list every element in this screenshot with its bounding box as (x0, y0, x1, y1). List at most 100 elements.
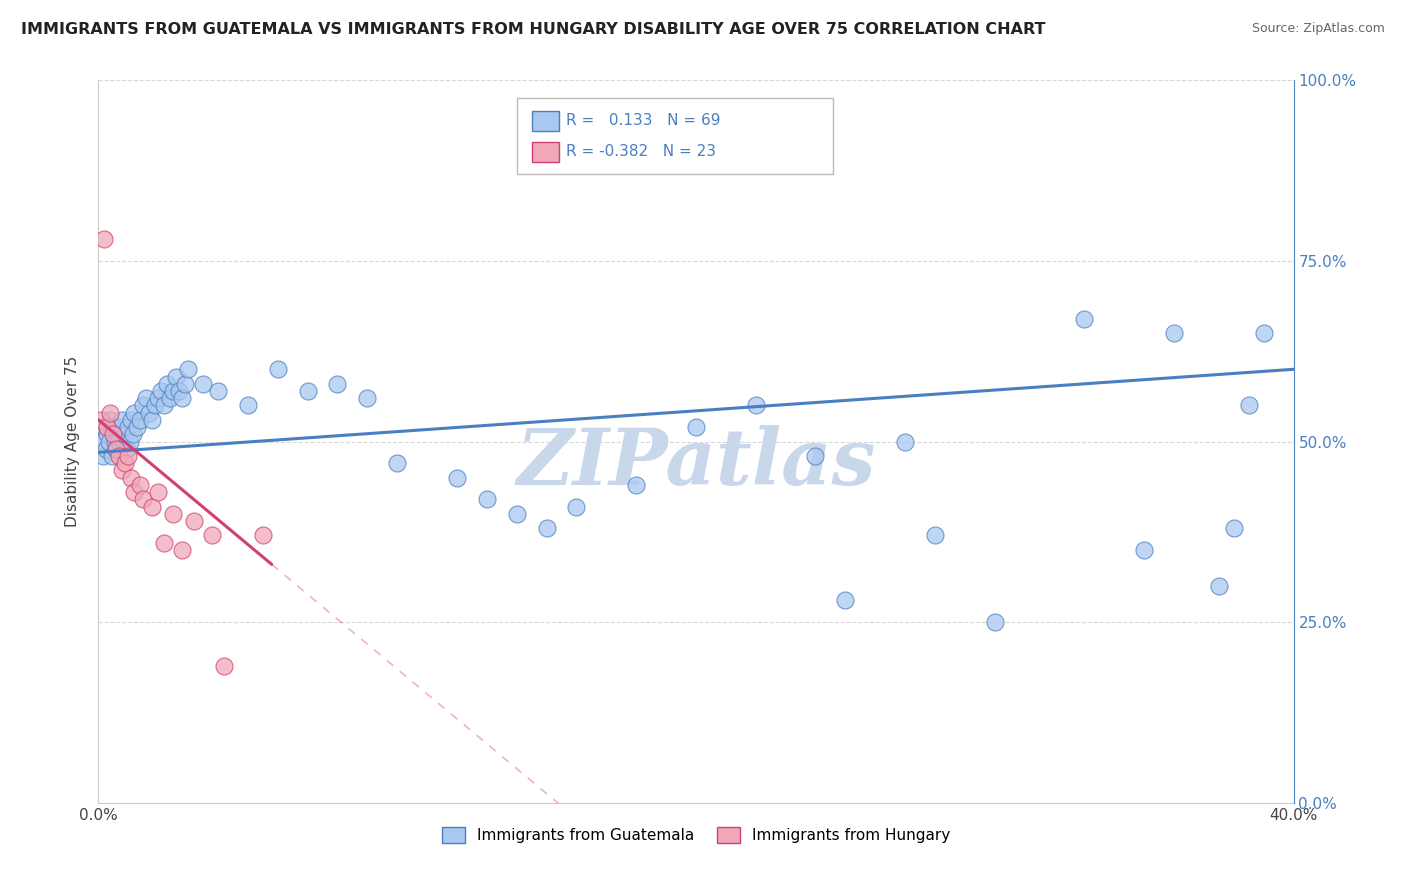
Point (112, 434, 135, 449)
Point (120, 471, 142, 485)
Point (150, 384, 173, 398)
Point (1237, 398, 1260, 412)
Point (114, 427, 136, 442)
Text: IMMIGRANTS FROM GUATEMALA VS IMMIGRANTS FROM HUNGARY DISABILITY AGE OVER 75 CORR: IMMIGRANTS FROM GUATEMALA VS IMMIGRANTS … (21, 22, 1046, 37)
Point (446, 471, 468, 485)
Point (1133, 542, 1156, 557)
Point (536, 521, 558, 535)
Text: R =   0.133   N = 69: R = 0.133 N = 69 (565, 113, 720, 128)
Point (172, 542, 194, 557)
Point (252, 528, 274, 542)
Point (1163, 326, 1185, 341)
Point (385, 456, 409, 470)
Point (475, 492, 498, 507)
Point (115, 442, 138, 456)
Point (626, 478, 648, 492)
Point (124, 406, 146, 420)
Point (924, 528, 946, 542)
Point (156, 376, 179, 391)
Point (124, 485, 146, 500)
Point (103, 427, 125, 442)
Point (91, 449, 114, 463)
Point (120, 413, 142, 427)
Point (207, 384, 229, 398)
Point (108, 449, 131, 463)
Point (105, 442, 128, 456)
Point (685, 420, 707, 434)
Point (894, 434, 917, 449)
Point (201, 528, 224, 542)
Point (141, 413, 163, 427)
Point (172, 391, 194, 405)
Point (135, 391, 157, 405)
Point (108, 434, 131, 449)
Point (114, 456, 136, 470)
Point (93, 420, 115, 434)
Text: R = -0.382   N = 23: R = -0.382 N = 23 (565, 145, 716, 160)
Point (162, 507, 184, 521)
Point (834, 593, 856, 607)
Point (96, 427, 118, 442)
Point (117, 449, 139, 463)
Point (162, 384, 184, 398)
Point (94, 442, 117, 456)
Point (1253, 326, 1275, 341)
Point (111, 463, 134, 477)
Point (110, 420, 132, 434)
Point (104, 434, 127, 449)
Point (97, 434, 120, 449)
Point (111, 413, 134, 427)
Point (103, 420, 125, 434)
Point (506, 507, 529, 521)
Point (267, 362, 290, 376)
Point (129, 413, 152, 427)
Point (174, 376, 197, 391)
Point (129, 478, 152, 492)
Point (121, 427, 143, 442)
Point (356, 391, 378, 405)
FancyBboxPatch shape (533, 111, 558, 131)
Point (177, 362, 200, 376)
Point (143, 398, 166, 412)
Point (1223, 521, 1246, 535)
Point (117, 420, 139, 434)
Point (1208, 579, 1230, 593)
Text: ZIPatlas: ZIPatlas (516, 425, 876, 501)
Point (118, 434, 141, 449)
Point (326, 376, 349, 391)
Legend: Immigrants from Guatemala, Immigrants from Hungary: Immigrants from Guatemala, Immigrants fr… (436, 822, 956, 849)
Point (183, 514, 205, 528)
Point (93, 232, 115, 246)
Point (105, 442, 128, 456)
Point (132, 492, 155, 507)
Point (236, 398, 259, 412)
Point (984, 615, 1007, 630)
Point (96, 420, 118, 434)
Point (1073, 311, 1095, 326)
Point (138, 406, 160, 420)
Point (90, 434, 112, 449)
Point (165, 369, 187, 384)
Point (148, 391, 170, 405)
Point (98, 413, 122, 427)
Point (153, 535, 176, 549)
Point (159, 391, 181, 405)
Point (745, 398, 768, 412)
FancyBboxPatch shape (533, 142, 558, 162)
Point (297, 384, 319, 398)
Point (90, 413, 112, 427)
Point (167, 384, 190, 398)
Point (101, 449, 124, 463)
Point (141, 500, 163, 514)
FancyBboxPatch shape (517, 98, 834, 174)
Point (212, 658, 235, 673)
Point (127, 420, 149, 434)
Point (191, 376, 214, 391)
Y-axis label: Disability Age Over 75: Disability Age Over 75 (65, 356, 80, 527)
Point (107, 427, 129, 442)
Text: Source: ZipAtlas.com: Source: ZipAtlas.com (1251, 22, 1385, 36)
Point (565, 500, 588, 514)
Point (132, 398, 155, 412)
Point (148, 485, 170, 500)
Point (153, 398, 176, 412)
